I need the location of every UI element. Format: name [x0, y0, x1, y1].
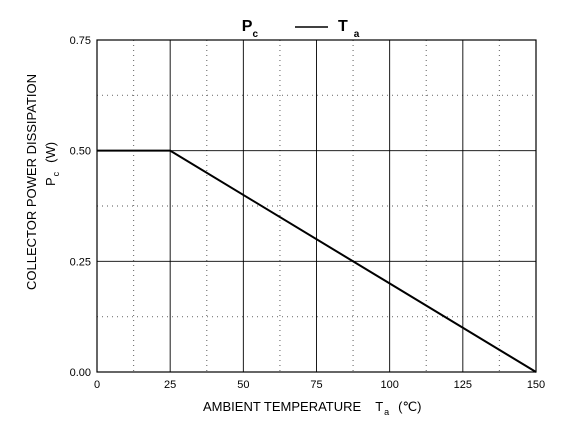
- series-group: [97, 149, 537, 373]
- x-tick-label: 100: [380, 379, 398, 391]
- y-axis-label: COLLECTOR POWER DISSIPATION: [24, 74, 39, 290]
- x-tick-labels: 0 25 50 75 100 125 150: [94, 379, 545, 391]
- plot-frame: [96, 39, 537, 373]
- y-tick-labels: 0.00 0.25 0.50 0.75: [70, 35, 91, 379]
- y-tick-label: 0.75: [70, 35, 91, 47]
- x-axis-label: AMBIENT TEMPERATURE Ta (℃): [203, 399, 421, 417]
- x-tick-label: 75: [310, 379, 322, 391]
- x-tick-label: 125: [454, 379, 472, 391]
- x-tick-label: 150: [527, 379, 545, 391]
- x-tick-label: 0: [94, 379, 100, 391]
- y-axis-symbol: Pc(W): [43, 142, 61, 186]
- x-tick-label: 25: [164, 379, 176, 391]
- derating-curve: [97, 149, 537, 373]
- x-tick-label: 50: [237, 379, 249, 391]
- y-tick-label: 0.25: [70, 256, 91, 268]
- y-tick-label: 0.00: [70, 367, 91, 379]
- y-tick-label: 0.50: [70, 146, 91, 158]
- title-pc: Pc: [242, 18, 259, 40]
